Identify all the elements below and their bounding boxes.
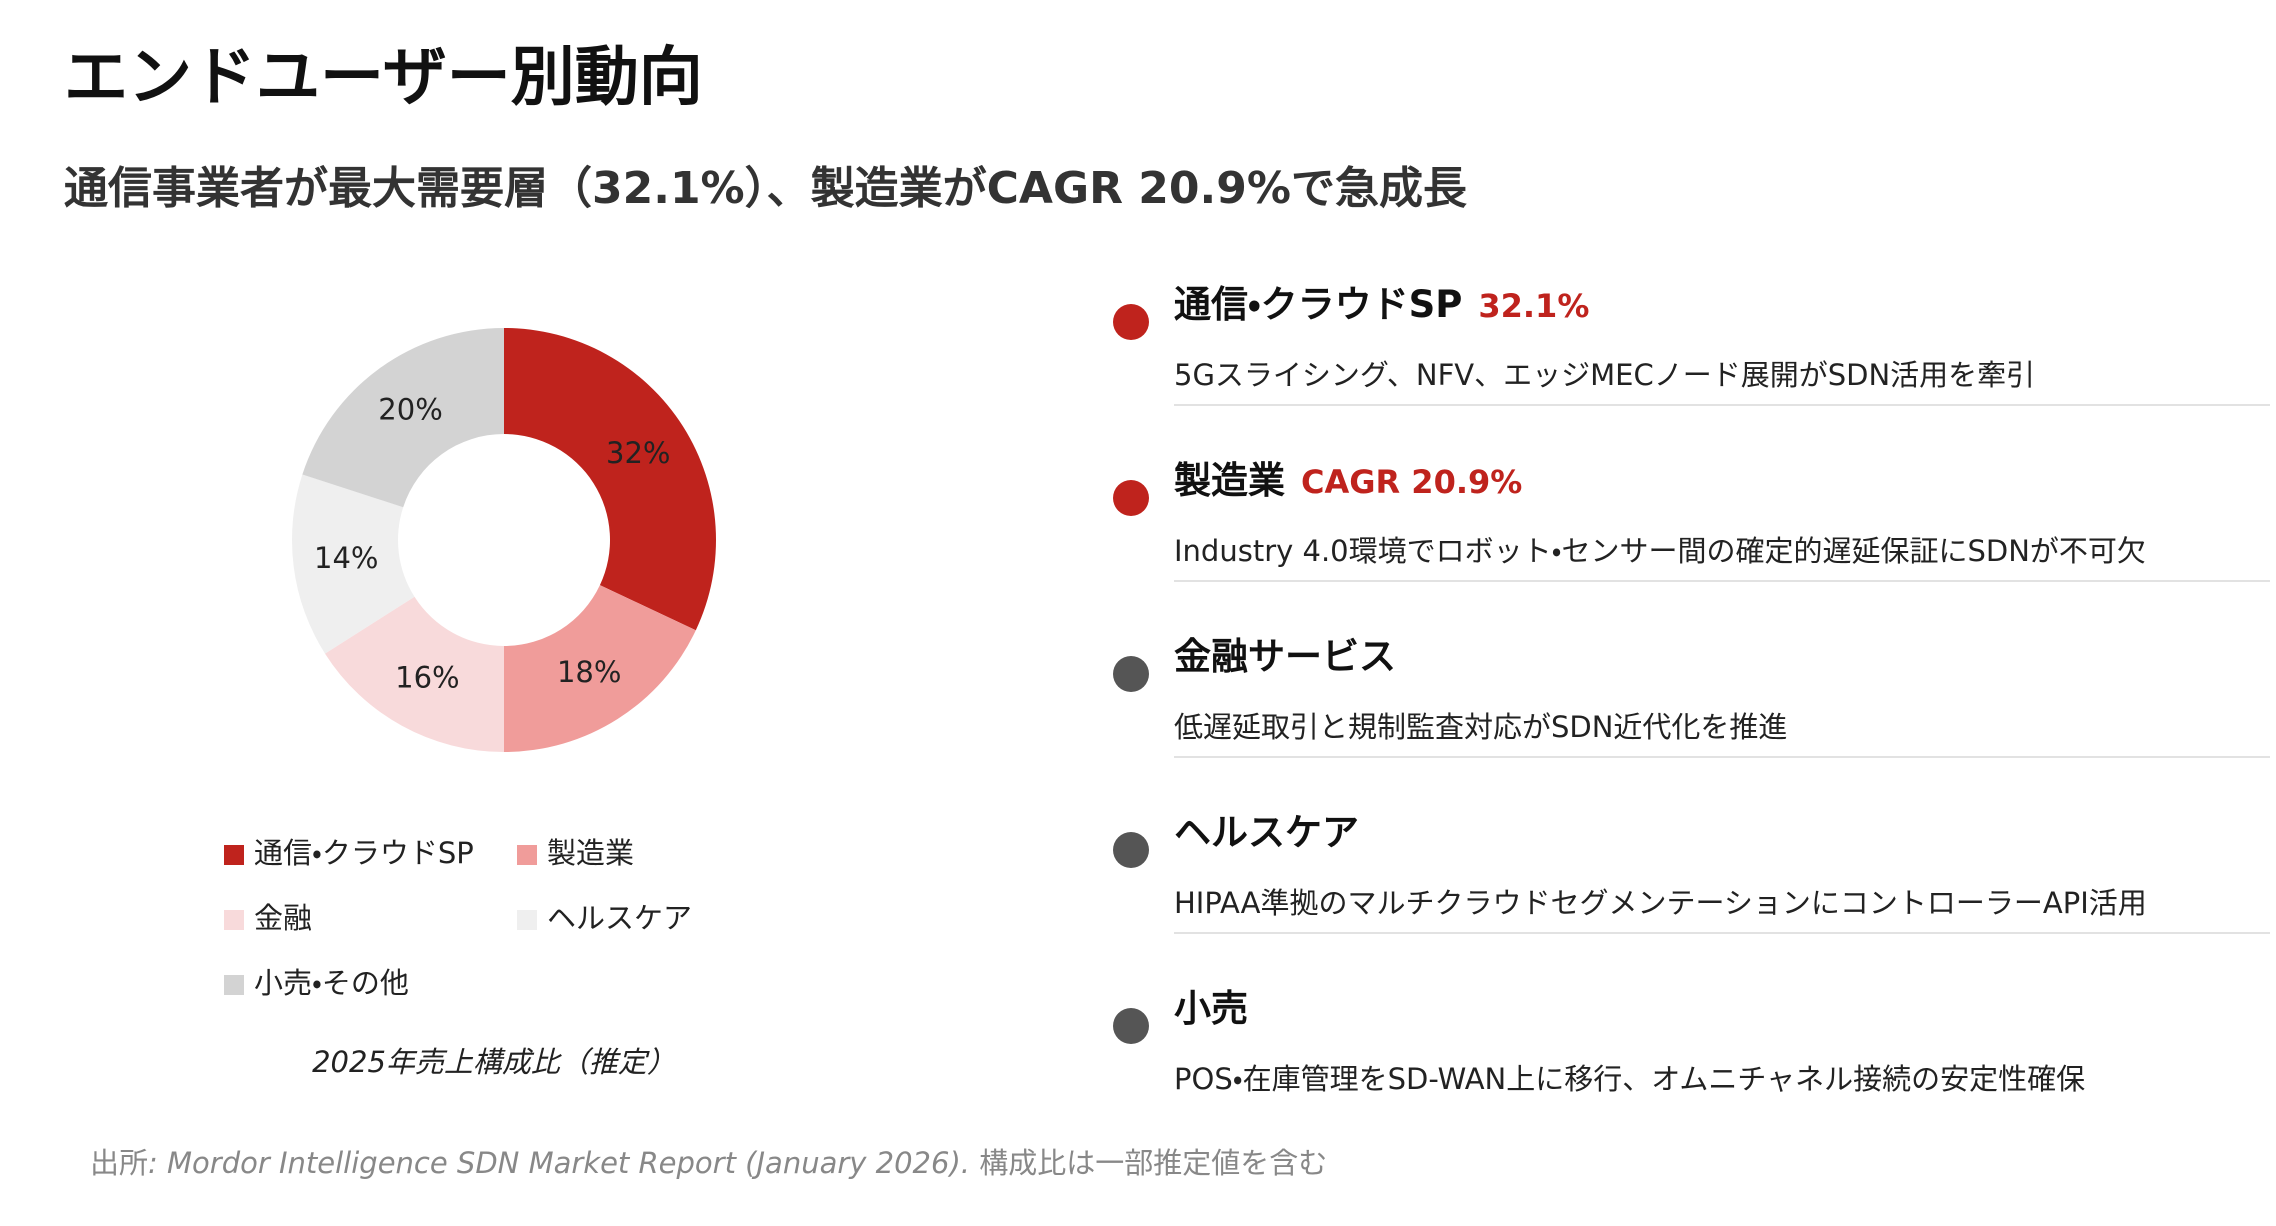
footer-note: 構成比は一部推定値を含む <box>969 1146 1328 1180</box>
donut-segment <box>292 474 415 654</box>
legend-label: 通信・クラウドSP <box>254 836 474 870</box>
separator <box>1174 756 2270 758</box>
legend-label: 小売・その他 <box>254 966 409 1000</box>
legend-label: 金融 <box>254 901 312 935</box>
item-description: 低遅延取引と規制監査対応がSDN近代化を推進 <box>1174 710 1788 744</box>
data-label: 16% <box>395 660 459 694</box>
bullet <box>1113 480 1149 516</box>
item-title-text: 小売 <box>1174 987 1248 1030</box>
item-title: ヘルスケア <box>1174 802 1359 856</box>
footer-source: : Mordor Intelligence SDN Market Report … <box>148 1146 970 1180</box>
item-title-text: ヘルスケア <box>1174 811 1359 854</box>
item-title: 小売 <box>1174 978 1248 1032</box>
separator <box>1174 404 2270 406</box>
item-title-text: 金融サービス <box>1174 635 1396 678</box>
chart-caption: 2025年売上構成比（推定） <box>312 1045 676 1079</box>
bullet <box>1113 656 1149 692</box>
item-description: Industry 4.0環境でロボット・センサー間の確定的遅延保証にSDNが不可… <box>1174 534 2146 568</box>
item-description: 5Gスライシング、NFV、エッジMECノード展開がSDN活用を牽引 <box>1174 358 2036 392</box>
legend-swatch <box>224 845 244 865</box>
legend-swatch <box>517 910 537 930</box>
item-highlight: CAGR 20.9% <box>1301 463 1523 501</box>
item-title: 製造業 CAGR 20.9% <box>1174 450 1522 504</box>
bullet <box>1113 304 1149 340</box>
legend-swatch <box>224 910 244 930</box>
legend-swatch <box>224 975 244 995</box>
footer-prefix: 出所 <box>90 1146 149 1180</box>
donut-segment <box>302 328 504 508</box>
title: エンドユーザー別動向 <box>64 41 703 115</box>
bullet <box>1113 1008 1149 1044</box>
separator <box>1174 580 2270 582</box>
footer: 出所: Mordor Intelligence SDN Market Repor… <box>90 1140 1327 1182</box>
item-title-text: 通信・クラウドSP <box>1174 283 1463 326</box>
data-label: 32% <box>606 436 670 470</box>
bullet <box>1113 832 1149 868</box>
donut-segment <box>504 328 716 631</box>
item-description: POS・在庫管理をSD-WAN上に移行、オムニチャネル接続の安定性確保 <box>1174 1062 2086 1096</box>
subtitle: 通信事業者が最大需要層（32.1%）、製造業がCAGR 20.9%で急成長 <box>64 163 1467 214</box>
donut-segment <box>325 596 504 752</box>
data-label: 20% <box>378 392 442 426</box>
legend-swatch <box>517 845 537 865</box>
legend-label: ヘルスケア <box>547 901 692 935</box>
item-description: HIPAA準拠のマルチクラウドセグメンテーションにコントローラーAPI活用 <box>1174 886 2147 920</box>
item-title-text: 製造業 <box>1174 459 1285 502</box>
item-highlight: 32.1% <box>1478 287 1590 325</box>
data-label: 18% <box>557 655 621 689</box>
donut-segment <box>504 585 696 752</box>
data-label: 14% <box>314 541 378 575</box>
separator <box>1174 932 2270 934</box>
item-title: 金融サービス <box>1174 626 1396 680</box>
item-title: 通信・クラウドSP 32.1% <box>1174 274 1589 328</box>
legend-label: 製造業 <box>547 836 634 870</box>
